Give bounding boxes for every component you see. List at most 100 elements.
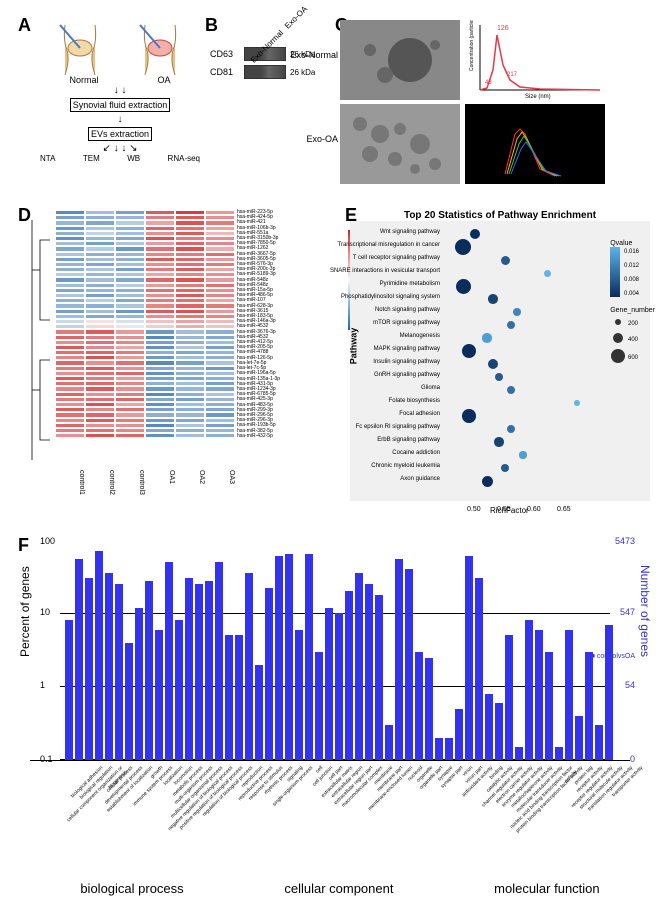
heatmap-cell [175,433,205,438]
go-bar [85,578,93,760]
panel-a: Normal OA ↓ ↓ Synovial fluid extraction … [40,20,200,163]
heatmap-cell [145,433,175,438]
enrichment-dot [482,476,493,487]
heatmap-grid [55,210,235,470]
knee-oa [135,20,185,75]
figure-container: A Normal OA ↓ ↓ Synovial fluid extractio… [10,10,652,910]
svg-text:600: 600 [628,355,639,361]
go-bar [595,725,603,760]
dotplot: Pathway RichFactor Wnt signaling pathway… [350,221,650,501]
svg-text:43: 43 [485,80,492,86]
go-bar [95,551,103,760]
panel-e: Top 20 Statistics of Pathway Enrichment … [350,210,650,501]
heatmap-cell [205,433,235,438]
go-bar [135,608,143,760]
go-bar [525,620,533,760]
go-bar [345,591,353,760]
heatmap-collabel: OA1 [145,470,175,495]
go-bar [385,725,393,760]
pathway-label: GnRH signaling pathway [290,372,440,378]
e-xtick: 0.50 [467,506,481,513]
go-bar [545,652,553,760]
go-bar [175,620,183,760]
go-bar [295,630,303,760]
enrichment-dot [507,321,515,329]
svg-text:0.004: 0.004 [624,291,640,297]
svg-text:Concentration (particles / ml): Concentration (particles / ml) [469,20,475,71]
enrichment-dot [507,386,515,394]
method-rnaseq: RNA-seq [168,154,200,163]
condition-normal: Normal [69,75,98,85]
pathway-label: Melanogenesis [290,333,440,339]
wb-cd63: CD63 [210,49,240,59]
go-bar [235,635,243,760]
go-bar [285,554,293,760]
nta-plot: 126 43 217 Size (nm) Concentration (part… [465,20,605,100]
enrichment-dot [470,229,480,239]
go-bar [465,556,473,760]
go-bar [355,573,363,760]
go-bar [205,581,213,760]
gene-label: Gene_number [610,307,655,314]
panel-c: Exo-Normal 126 43 217 Size (nm) Concentr… [340,20,650,188]
enrichment-dot [455,239,471,255]
flow-step1: Synovial fluid extraction [70,98,171,112]
go-bar [535,630,543,760]
go-bar [555,747,563,760]
enrichment-dot [501,256,510,265]
condition-oa: OA [157,75,170,85]
enrichment-dot [482,333,491,342]
e-xtick: 0.55 [497,506,511,513]
go-bar [395,559,403,760]
go-bar [215,562,223,760]
e-xtick: 0.65 [557,506,571,513]
flow-step2: EVs extraction [88,127,152,141]
pathway-label: Wnt signaling pathway [290,229,440,235]
svg-text:200: 200 [628,321,639,327]
go-bar [335,613,343,760]
go-bar [475,578,483,760]
go-bar [155,630,163,760]
pathway-label: mTOR signaling pathway [290,320,440,326]
svg-text:400: 400 [628,337,639,343]
heatmap-collabel: OA3 [205,470,235,495]
qvalue-label: Qvalue [610,240,655,247]
go-bar [245,573,253,760]
enrichment-dot [462,344,476,358]
enrichment-dot [507,425,515,433]
go-bar [455,709,463,760]
enrichment-dot [519,451,526,458]
enrichment-dot [494,437,503,446]
method-nta: NTA [40,154,55,163]
go-bar [225,635,233,760]
f-cat-mf: molecular function [494,881,600,896]
enrichment-dot [513,308,521,316]
pathway-label: Axon guidance [290,476,440,482]
pathway-label: Focal adhesion [290,411,440,417]
go-bar [495,703,503,760]
panel-f: Percent of genes Number of genes 0.1 1 1… [30,540,650,896]
pathway-label: SNARE interactions in vesicular transpor… [290,268,440,274]
method-wb: WB [127,154,140,163]
go-bar [305,554,313,760]
wb-size2: 26 kDa [290,68,315,77]
go-bar [505,635,513,760]
enrichment-dot [544,270,551,277]
go-bar [265,588,273,760]
heatmap-collabel: OA2 [175,470,205,495]
svg-text:217: 217 [507,72,518,78]
pathway-label: Phosphatidylinositol signaling system [290,294,440,300]
go-bar [165,562,173,760]
enrichment-dot [501,464,510,473]
f-ylabel-right: Number of genes [638,565,652,657]
panel-label-f: F [18,535,29,556]
f-xlabels: biological adhesionbiological regulation… [60,761,650,861]
go-bar [195,584,203,760]
tem-normal: Exo-Normal [340,20,460,100]
panel-d: hsa-miR-223-5phsa-miR-424-5phsa-miR-421h… [30,210,330,495]
pathway-label: Pyrimidine metabolism [290,281,440,287]
svg-text:126: 126 [497,25,509,32]
svg-text:0.008: 0.008 [624,277,640,283]
pathway-label: Cocaine addiction [290,450,440,456]
heatmap-collabel: control3 [115,470,145,495]
